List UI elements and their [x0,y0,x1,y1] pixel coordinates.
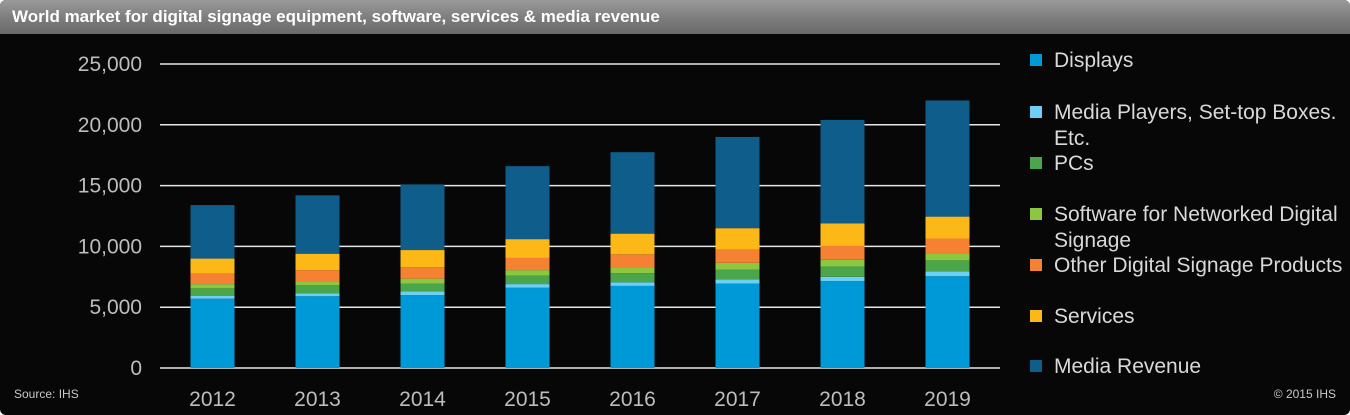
legend-label: Media Players, Set-top Boxes. Etc. [1054,101,1337,150]
source-note: Source: IHS [14,387,79,401]
bar-segment-software-for-networked-digital-signage-2016 [610,267,655,274]
bar-segment-services-2016 [610,233,655,255]
bar-segment-media-players-set-top-boxes-etc-2012 [190,295,235,299]
bar-segment-media-players-set-top-boxes-etc-2015 [505,284,550,288]
bar-segment-media-revenue-2019 [925,100,970,217]
bar-segment-media-revenue-2018 [820,119,865,224]
bar-segment-pcs-2015 [505,275,550,285]
bar-segment-displays-2012 [190,298,235,368]
legend-label: PCs [1054,152,1094,175]
copyright-note: © 2015 IHS [1273,387,1336,401]
legend-label: Media Revenue [1054,355,1202,378]
bar-segment-software-for-networked-digital-signage-2012 [190,284,235,289]
bar-segment-services-2014 [400,250,445,268]
x-tick-label: 2015 [504,388,551,411]
x-tick-label: 2013 [294,388,341,411]
x-tick-label: 2016 [609,388,656,411]
bar-segment-services-2012 [190,258,235,274]
bar-segment-other-digital-signage-products-2015 [505,257,550,271]
x-tick-label: 2017 [714,388,761,411]
legend-swatch [1030,208,1042,220]
y-tick-label: 0 [130,357,142,380]
bar-segment-media-revenue-2016 [610,152,655,234]
bar-segment-software-for-networked-digital-signage-2015 [505,270,550,276]
bar-segment-media-revenue-2015 [505,166,550,240]
bar-segment-pcs-2018 [820,266,865,277]
bar-segment-displays-2017 [715,283,760,368]
legend-swatch [1030,157,1042,169]
legend-swatch [1030,360,1042,372]
bar-segment-other-digital-signage-products-2016 [610,254,655,268]
bar-segment-software-for-networked-digital-signage-2017 [715,262,760,270]
bar-segment-other-digital-signage-products-2013 [295,270,340,282]
bar-segment-media-revenue-2014 [400,184,445,251]
bar-segment-media-revenue-2017 [715,136,760,229]
bar-segment-pcs-2012 [190,288,235,296]
bar-segment-media-players-set-top-boxes-etc-2018 [820,276,865,282]
x-tick-label: 2014 [399,388,446,411]
bar-segment-media-players-set-top-boxes-etc-2016 [610,282,655,286]
bar-segment-other-digital-signage-products-2017 [715,249,760,263]
bar-segment-media-revenue-2013 [295,195,340,254]
bar-segment-media-players-set-top-boxes-etc-2014 [400,291,445,296]
bar-segment-displays-2015 [505,287,550,368]
bar-segment-displays-2014 [400,295,445,368]
bar-segment-software-for-networked-digital-signage-2013 [295,281,340,286]
bar-segment-pcs-2013 [295,285,340,294]
legend-label: Other Digital Signage Products [1054,254,1343,277]
legend-swatch [1030,106,1042,118]
bar-segment-displays-2016 [610,285,655,368]
bar-segment-other-digital-signage-products-2018 [820,245,865,260]
bar-segment-pcs-2017 [715,269,760,280]
y-tick-label: 25,000 [78,53,142,76]
bar-segment-pcs-2019 [925,260,970,272]
bar-segment-services-2015 [505,239,550,258]
bar-segment-other-digital-signage-products-2012 [190,273,235,285]
legend-swatch [1030,310,1042,322]
bar-segment-media-players-set-top-boxes-etc-2019 [925,271,970,277]
bar-segment-services-2018 [820,223,865,246]
bar-segment-other-digital-signage-products-2019 [925,238,970,254]
legend-label: Software for Networked Digital Signage [1054,203,1338,252]
bar-segment-displays-2013 [295,296,340,368]
y-tick-label: 5,000 [89,296,142,319]
bar-segment-software-for-networked-digital-signage-2018 [820,259,865,267]
bar-segment-services-2019 [925,216,970,239]
legend-swatch [1030,54,1042,66]
bar-segment-software-for-networked-digital-signage-2019 [925,253,970,261]
x-tick-label: 2019 [924,388,971,411]
bar-segment-media-players-set-top-boxes-etc-2017 [715,279,760,284]
x-tick-label: 2018 [819,388,866,411]
bar-segment-services-2017 [715,228,760,250]
legend-label: Services [1054,305,1135,328]
x-tick-label: 2012 [189,388,236,411]
y-tick-label: 15,000 [78,175,142,198]
bar-segment-pcs-2014 [400,283,445,292]
bar-segment-displays-2018 [820,281,865,368]
legend-swatch [1030,259,1042,271]
legend-label: Displays [1054,49,1134,72]
bar-segment-pcs-2016 [610,273,655,283]
chart-title: World market for digital signage equipme… [12,7,660,26]
bar-segment-services-2013 [295,253,340,271]
y-tick-label: 20,000 [78,114,142,137]
y-tick-label: 10,000 [78,235,142,258]
title-bar: World market for digital signage equipme… [0,0,1350,34]
bar-segment-software-for-networked-digital-signage-2014 [400,278,445,284]
bar-segment-media-players-set-top-boxes-etc-2013 [295,293,340,297]
bar-segment-media-revenue-2012 [190,205,235,259]
bar-segment-displays-2019 [925,276,970,368]
bar-segment-other-digital-signage-products-2014 [400,267,445,279]
